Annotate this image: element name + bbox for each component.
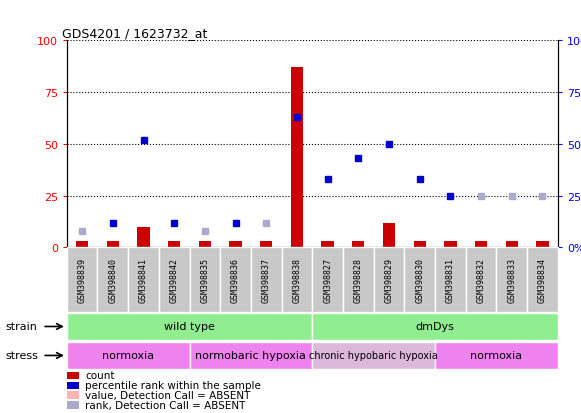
Bar [67,372,79,379]
Text: chronic hypobaric hypoxia: chronic hypobaric hypoxia [309,351,438,361]
Text: GSM398840: GSM398840 [108,257,117,302]
Bar [404,248,435,312]
Text: GSM398831: GSM398831 [446,257,455,302]
Text: GDS4201 / 1623732_at: GDS4201 / 1623732_at [62,27,207,40]
Bar [76,242,88,248]
Bar [67,382,79,389]
Bar [67,392,79,399]
Text: GSM398838: GSM398838 [292,257,302,302]
Bar [107,242,119,248]
Bar [98,248,128,312]
Bar [220,248,251,312]
Bar [199,242,211,248]
Bar [435,248,466,312]
Bar [505,242,518,248]
Bar [291,68,303,248]
Bar [189,248,220,312]
Bar [313,313,558,340]
Bar [496,248,527,312]
Text: GSM398834: GSM398834 [538,257,547,302]
Bar [159,248,189,312]
Text: GSM398839: GSM398839 [78,257,87,302]
Bar [260,242,272,248]
Text: GSM398833: GSM398833 [507,257,517,302]
Bar [383,223,395,248]
Text: GSM398827: GSM398827 [323,257,332,302]
Bar [67,248,98,312]
Text: GSM398830: GSM398830 [415,257,424,302]
Text: strain: strain [6,322,38,332]
Text: GSM398829: GSM398829 [385,257,393,302]
Bar [137,227,150,248]
Bar [282,248,313,312]
Bar [67,313,313,340]
Text: count: count [85,370,115,380]
Text: normoxia: normoxia [102,351,154,361]
Text: GSM398828: GSM398828 [354,257,363,302]
Bar [352,242,364,248]
Bar [67,342,189,369]
Text: GSM398842: GSM398842 [170,257,179,302]
Text: GSM398835: GSM398835 [200,257,209,302]
Bar [414,242,426,248]
Text: percentile rank within the sample: percentile rank within the sample [85,380,261,390]
Bar [313,248,343,312]
Text: GSM398837: GSM398837 [262,257,271,302]
Bar [128,248,159,312]
Bar [229,242,242,248]
Text: normobaric hypoxia: normobaric hypoxia [195,351,306,361]
Text: normoxia: normoxia [471,351,522,361]
Bar [536,242,548,248]
Bar [444,242,457,248]
Bar [251,248,282,312]
Text: GSM398836: GSM398836 [231,257,240,302]
Bar [343,248,374,312]
Bar [374,248,404,312]
Text: value, Detection Call = ABSENT: value, Detection Call = ABSENT [85,390,251,400]
Bar [313,342,435,369]
Bar [435,342,558,369]
Text: rank, Detection Call = ABSENT: rank, Detection Call = ABSENT [85,400,246,410]
Text: GSM398841: GSM398841 [139,257,148,302]
Text: dmDys: dmDys [415,322,454,332]
Bar [321,242,333,248]
Bar [475,242,487,248]
Bar [466,248,496,312]
Text: GSM398832: GSM398832 [476,257,486,302]
Text: stress: stress [6,351,39,361]
Bar [527,248,558,312]
Text: wild type: wild type [164,322,215,332]
Bar [189,342,313,369]
Bar [168,242,180,248]
Bar [67,401,79,409]
